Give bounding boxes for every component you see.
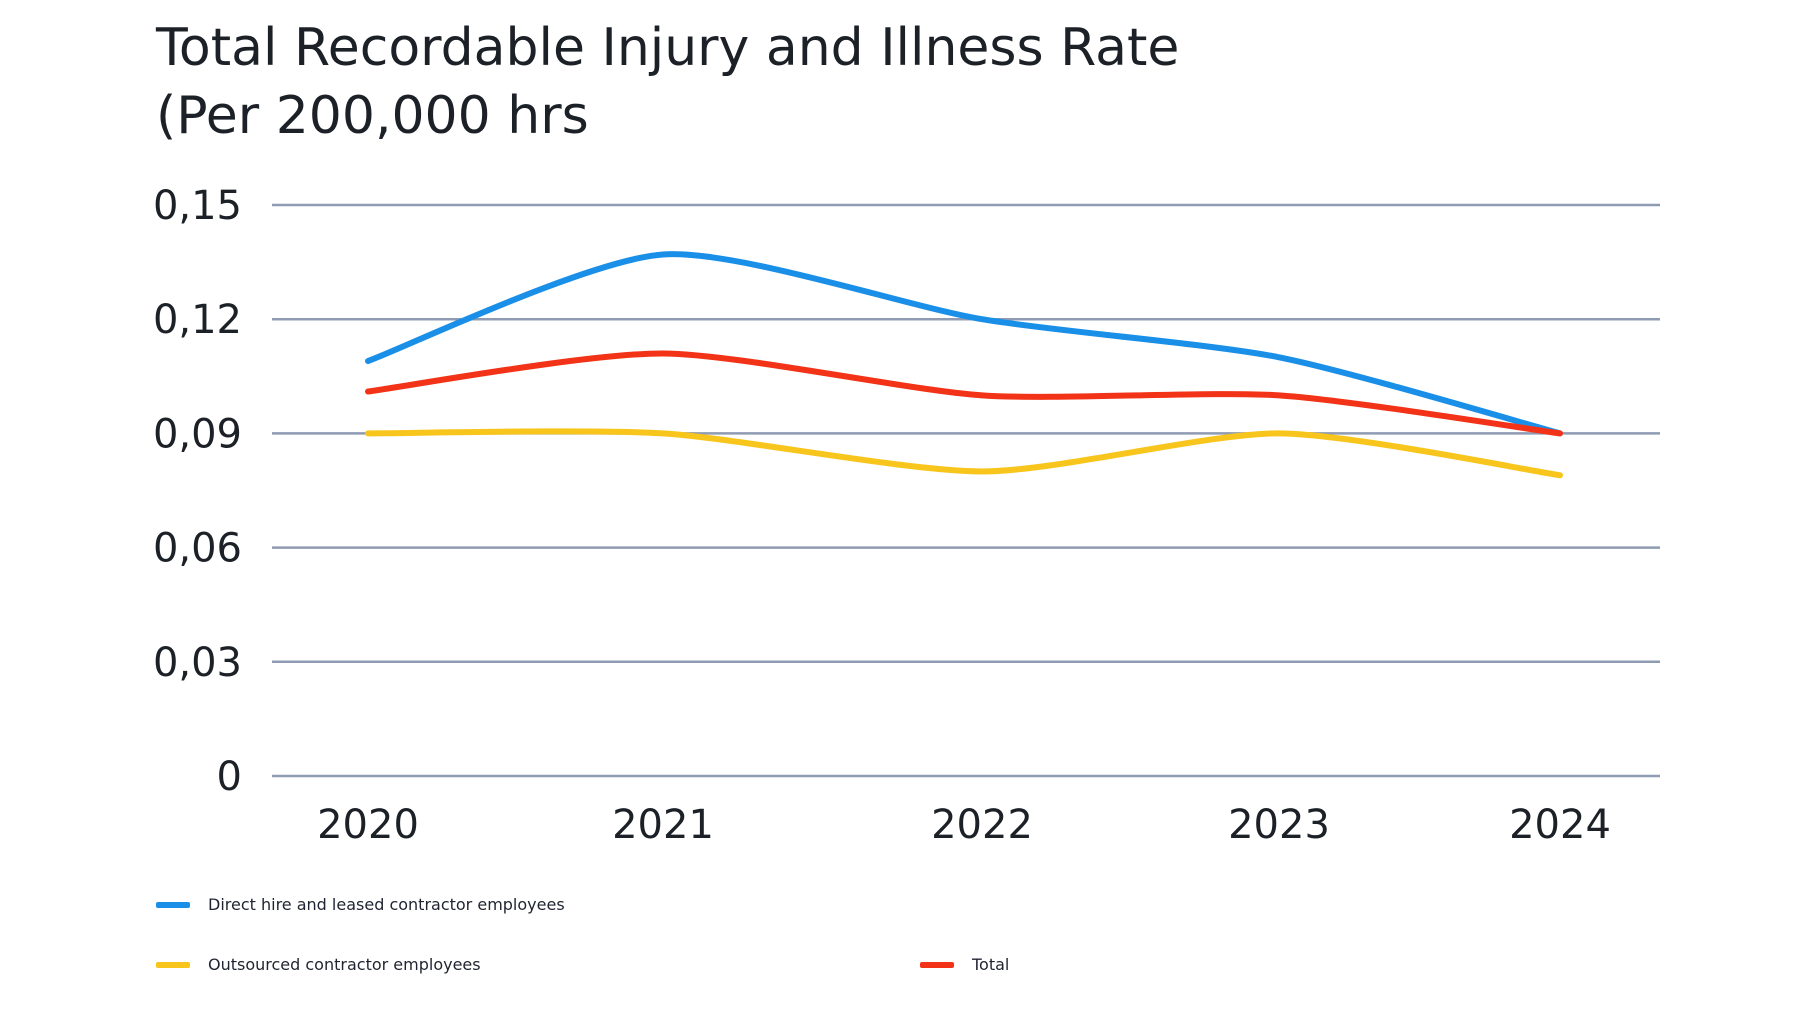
y-tick-label: 0,09 xyxy=(153,411,242,457)
legend-swatch xyxy=(920,961,954,968)
y-tick-label: 0,12 xyxy=(153,297,242,343)
legend-label: Outsourced contractor employees xyxy=(208,955,481,974)
series-line-direct-hire xyxy=(365,251,1563,437)
y-tick-label: 0 xyxy=(217,754,242,800)
x-axis-tick-labels: 2020 2021 2022 2023 2024 xyxy=(317,802,1611,848)
x-tick-label: 2024 xyxy=(1509,802,1611,848)
x-tick-label: 2021 xyxy=(612,802,714,848)
x-tick-label: 2022 xyxy=(931,802,1033,848)
legend-swatch xyxy=(156,961,190,968)
grid-lines xyxy=(272,203,1660,778)
y-tick-label: 0,03 xyxy=(153,640,242,686)
legend-label: Total xyxy=(972,955,1010,974)
y-axis-tick-labels: 0 0,03 0,06 0,09 0,12 0,15 xyxy=(153,183,242,800)
series-lines xyxy=(365,251,1563,479)
x-tick-label: 2020 xyxy=(317,802,419,848)
series-line-outsourced xyxy=(365,428,1563,479)
legend-label: Direct hire and leased contractor employ… xyxy=(208,895,565,914)
chart-title: Total Recordable Injury and Illness Rate… xyxy=(156,14,1179,150)
x-tick-label: 2023 xyxy=(1228,802,1330,848)
y-tick-label: 0,06 xyxy=(153,526,242,572)
legend-item: Outsourced contractor employees xyxy=(156,955,481,974)
legend-item: Direct hire and leased contractor employ… xyxy=(156,895,565,914)
y-tick-label: 0,15 xyxy=(153,183,242,229)
legend-swatch xyxy=(156,901,190,908)
series-line-total xyxy=(365,350,1563,437)
legend-item: Total xyxy=(920,955,1009,974)
chart-title-line-1: Total Recordable Injury and Illness Rate xyxy=(156,18,1180,78)
chart-title-line-2: (Per 200,000 hrs xyxy=(156,86,589,146)
